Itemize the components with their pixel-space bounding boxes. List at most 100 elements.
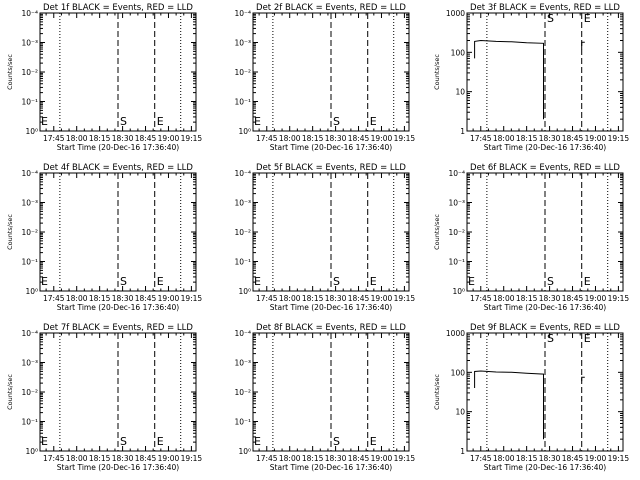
- x-tick-label: 19:15: [394, 454, 416, 463]
- x-tick-label: 18:00: [493, 134, 515, 143]
- y-tick-label: 10⁰: [25, 127, 38, 136]
- y-tick-label: 10⁰: [25, 447, 38, 456]
- x-axis-label: Start Time (20-Dec-16 17:36:40): [484, 303, 606, 312]
- start-marker-label: S: [333, 275, 340, 288]
- x-tick-label: 19:00: [371, 134, 393, 143]
- y-tick-label: 1: [460, 127, 465, 136]
- y-tick-label: 1: [460, 447, 465, 456]
- x-tick-label: 18:45: [135, 454, 157, 463]
- y-tick-label: 10⁻⁴: [21, 9, 38, 18]
- y-tick-label: 10⁻³: [21, 199, 38, 208]
- y-tick-label: 10⁻²: [234, 68, 251, 77]
- x-tick-label: 18:30: [325, 134, 347, 143]
- y-tick-label: 10⁻²: [234, 388, 251, 397]
- x-tick-label: 18:30: [325, 294, 347, 303]
- y-tick-label: 10⁰: [238, 287, 251, 296]
- x-tick-label: 19:15: [394, 134, 416, 143]
- y-tick-label: 10: [455, 88, 465, 97]
- x-axis-label: Start Time (20-Dec-16 17:36:40): [57, 143, 179, 152]
- x-tick-label: 18:00: [66, 134, 88, 143]
- x-tick-label: 18:15: [302, 454, 324, 463]
- y-tick-label: 10⁻²: [234, 228, 251, 237]
- x-tick-label: 18:15: [516, 454, 538, 463]
- left-edge-marker: E: [254, 275, 261, 288]
- series-line: [581, 376, 585, 382]
- x-tick-label: 18:00: [66, 294, 88, 303]
- chart-panel-8: Det 8f BLACK = Events, RED = LLD 10⁰ 10⁻¹ 1…: [234, 323, 415, 472]
- y-tick-label: 10⁻¹: [448, 258, 465, 267]
- y-axis-label: Counts/sec: [6, 374, 14, 410]
- x-tick-label: 18:15: [302, 294, 324, 303]
- start-marker-label: S: [547, 275, 554, 288]
- start-marker-label: S: [333, 435, 340, 448]
- y-tick-label: 10⁻²: [21, 228, 38, 237]
- y-axis-label: Counts/sec: [433, 54, 441, 90]
- y-tick-label: 10⁰: [238, 447, 251, 456]
- x-tick-label: 17:45: [470, 134, 492, 143]
- chart-title: Det 1f BLACK = Events, RED = LLD: [43, 3, 193, 13]
- x-tick-label: 18:15: [516, 134, 538, 143]
- y-tick-label: 10⁻³: [234, 359, 251, 368]
- chart-title: Det 6f BLACK = Events, RED = LLD: [470, 163, 620, 173]
- x-tick-label: 18:30: [539, 134, 561, 143]
- y-tick-label: 10: [455, 408, 465, 417]
- chart-panel-9: Det 9f BLACK = Events, RED = LLD 1 10 100 10…: [433, 323, 629, 472]
- x-tick-label: 18:45: [348, 454, 370, 463]
- x-tick-label: 18:45: [562, 134, 584, 143]
- y-tick-label: 10⁻⁴: [234, 9, 251, 18]
- chart-panel-1: Det 1f BLACK = Events, RED = LLD 10⁰ 10⁻¹ 1…: [6, 3, 202, 152]
- left-edge-marker: E: [254, 435, 261, 448]
- end-marker-label: E: [584, 332, 591, 345]
- x-tick-label: 18:15: [302, 134, 324, 143]
- y-tick-label: 100: [451, 368, 466, 377]
- chart-panel-3: Det 3f BLACK = Events, RED = LLD 1 10 100 10…: [433, 3, 629, 152]
- y-tick-label: 10⁻⁴: [234, 329, 251, 338]
- x-tick-label: 18:45: [562, 294, 584, 303]
- x-tick-label: 17:45: [470, 294, 492, 303]
- end-marker-label: E: [370, 275, 377, 288]
- x-tick-label: 19:00: [371, 454, 393, 463]
- y-tick-label: 10⁻¹: [21, 418, 38, 427]
- y-tick-label: 10⁻⁴: [234, 169, 251, 178]
- x-tick-label: 18:15: [89, 294, 111, 303]
- chart-title: Det 4f BLACK = Events, RED = LLD: [43, 163, 193, 173]
- x-tick-label: 18:00: [493, 454, 515, 463]
- y-tick-label: 10⁻⁴: [21, 169, 38, 178]
- start-marker-label: S: [333, 115, 340, 128]
- x-axis-label: Start Time (20-Dec-16 17:36:40): [484, 463, 606, 472]
- chart-title: Det 9f BLACK = Events, RED = LLD: [470, 323, 620, 333]
- x-tick-label: 17:45: [256, 294, 278, 303]
- x-tick-label: 17:45: [256, 454, 278, 463]
- x-tick-label: 19:00: [585, 134, 607, 143]
- x-tick-label: 19:00: [585, 454, 607, 463]
- x-tick-label: 19:00: [158, 454, 180, 463]
- start-marker-label: S: [120, 435, 127, 448]
- y-tick-label: 10⁻¹: [234, 258, 251, 267]
- y-tick-label: 10⁻³: [21, 359, 38, 368]
- y-tick-label: 10⁻²: [21, 388, 38, 397]
- x-tick-label: 19:15: [608, 134, 630, 143]
- x-tick-label: 19:15: [608, 294, 630, 303]
- x-tick-label: 19:00: [158, 134, 180, 143]
- x-axis-label: Start Time (20-Dec-16 17:36:40): [270, 303, 392, 312]
- x-tick-label: 19:00: [585, 294, 607, 303]
- x-tick-label: 18:15: [516, 294, 538, 303]
- x-tick-label: 18:30: [539, 454, 561, 463]
- start-marker-label: S: [120, 275, 127, 288]
- x-tick-label: 18:45: [348, 294, 370, 303]
- series-line: [474, 39, 544, 120]
- series-line: [581, 41, 585, 50]
- y-tick-label: 10⁻³: [234, 39, 251, 48]
- y-tick-label: 10⁻³: [448, 199, 465, 208]
- end-marker-label: E: [370, 435, 377, 448]
- x-tick-label: 18:15: [89, 134, 111, 143]
- end-marker-label: E: [584, 275, 591, 288]
- x-axis-label: Start Time (20-Dec-16 17:36:40): [484, 143, 606, 152]
- x-tick-label: 18:30: [112, 454, 134, 463]
- y-axis-label: Counts/sec: [433, 374, 441, 410]
- x-tick-label: 18:30: [112, 134, 134, 143]
- chart-title: Det 8f BLACK = Events, RED = LLD: [256, 323, 406, 333]
- x-tick-label: 18:45: [135, 134, 157, 143]
- end-marker-label: E: [584, 12, 591, 25]
- x-tick-label: 18:00: [66, 454, 88, 463]
